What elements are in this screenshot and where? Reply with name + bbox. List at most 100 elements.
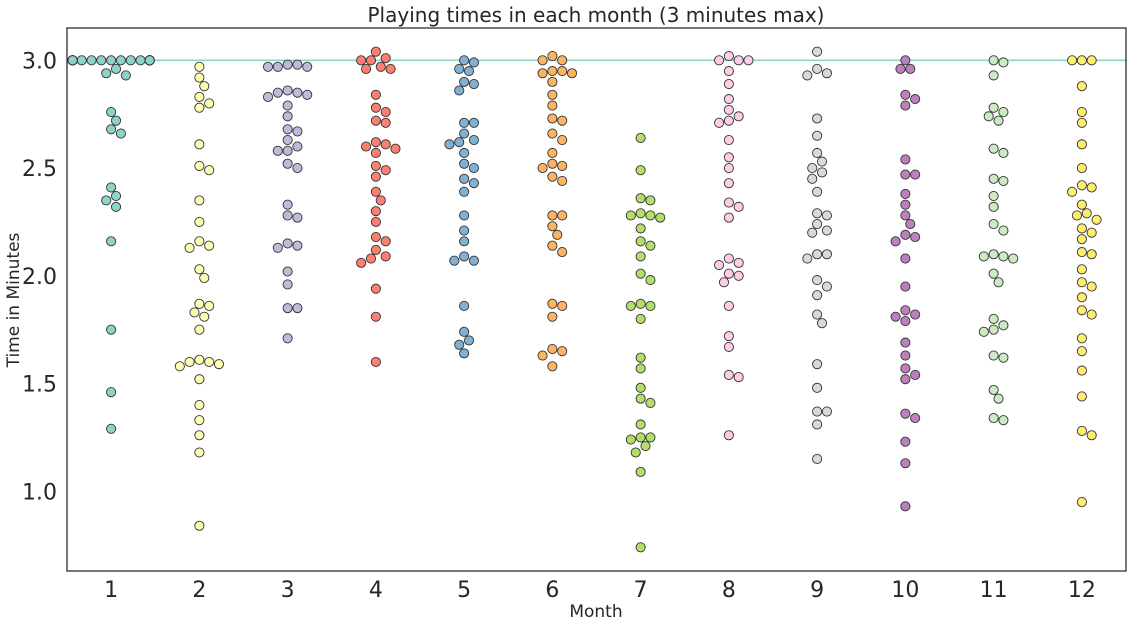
data-point xyxy=(468,134,479,146)
data-point xyxy=(547,147,558,159)
data-point xyxy=(978,326,989,337)
data-point xyxy=(998,106,1009,118)
data-point xyxy=(635,363,646,374)
data-point xyxy=(910,94,921,105)
data-point xyxy=(144,55,155,66)
data-point xyxy=(547,128,558,139)
data-point xyxy=(812,359,823,370)
data-point xyxy=(802,253,813,264)
data-point xyxy=(380,106,391,118)
data-point xyxy=(812,309,823,320)
data-point xyxy=(194,139,205,150)
data-point xyxy=(807,227,818,238)
data-point xyxy=(282,124,293,135)
y-tick-label: 2.5 xyxy=(22,157,57,182)
data-point xyxy=(910,309,921,320)
data-point xyxy=(459,236,470,247)
data-point xyxy=(714,117,725,128)
data-point xyxy=(645,210,656,221)
data-point xyxy=(101,195,112,206)
chart-title: Playing times in each month (3 minutes m… xyxy=(368,3,825,27)
x-tick-label: 8 xyxy=(722,578,736,603)
data-point xyxy=(463,335,475,346)
data-point xyxy=(807,173,818,184)
data-point xyxy=(723,331,734,342)
data-point xyxy=(988,173,999,184)
data-point xyxy=(821,249,832,260)
data-point xyxy=(459,55,470,66)
data-point xyxy=(723,163,734,174)
data-point xyxy=(459,225,470,236)
data-point xyxy=(204,98,215,109)
data-point xyxy=(1086,182,1097,193)
data-point xyxy=(1076,234,1087,245)
data-point xyxy=(282,145,293,156)
data-point xyxy=(282,59,293,70)
data-point xyxy=(106,182,117,193)
data-point xyxy=(998,57,1009,68)
data-point xyxy=(812,208,823,219)
x-tick-label: 1 xyxy=(104,578,118,603)
data-point xyxy=(199,81,210,92)
data-point xyxy=(1067,186,1078,197)
data-point xyxy=(983,111,994,122)
data-point xyxy=(390,143,401,154)
data-point xyxy=(1071,210,1083,221)
data-point xyxy=(723,369,734,380)
data-point xyxy=(821,210,832,221)
data-point xyxy=(213,359,225,370)
data-point xyxy=(557,160,568,171)
data-point xyxy=(723,104,734,115)
data-point xyxy=(625,210,636,221)
data-point xyxy=(262,61,274,72)
data-point xyxy=(375,61,386,72)
data-point xyxy=(370,115,381,126)
x-tick-label: 6 xyxy=(545,578,559,603)
data-point xyxy=(282,85,293,96)
data-point xyxy=(194,72,205,83)
data-point xyxy=(900,374,911,385)
data-point xyxy=(900,154,911,165)
y-tick-label: 3.0 xyxy=(22,49,57,74)
data-point xyxy=(125,55,136,66)
data-point xyxy=(199,272,210,284)
data-point xyxy=(468,163,479,174)
data-point xyxy=(988,249,999,260)
data-point xyxy=(370,46,381,57)
data-point xyxy=(194,102,205,113)
x-axis-ticks: 1 2 3 4 5 6 7 8 9 10 11 12 xyxy=(104,578,1096,603)
data-point xyxy=(723,253,734,264)
data-point xyxy=(115,55,126,66)
data-point xyxy=(380,53,391,64)
data-point xyxy=(385,63,396,74)
data-point xyxy=(302,89,313,100)
data-point xyxy=(115,128,126,139)
data-point xyxy=(723,341,734,352)
data-point xyxy=(635,223,646,234)
data-point xyxy=(292,126,303,137)
data-point xyxy=(635,542,646,553)
data-point xyxy=(733,372,744,383)
data-point xyxy=(890,311,901,322)
data-point xyxy=(743,55,754,66)
data-point xyxy=(184,242,195,253)
data-point xyxy=(282,266,293,277)
data-point xyxy=(988,219,999,230)
data-point xyxy=(557,66,568,77)
data-point xyxy=(816,167,828,178)
data-point xyxy=(282,111,293,122)
data-point xyxy=(459,326,470,337)
data-point xyxy=(194,160,205,171)
data-point xyxy=(370,356,381,368)
data-point xyxy=(988,350,999,361)
data-point xyxy=(272,87,283,98)
data-point xyxy=(547,311,558,322)
data-point xyxy=(459,158,470,169)
data-point xyxy=(1086,227,1097,238)
data-point xyxy=(537,68,548,79)
data-point xyxy=(900,501,911,512)
x-tick-label: 3 xyxy=(281,578,295,603)
data-point xyxy=(802,70,813,81)
data-point xyxy=(120,70,131,81)
